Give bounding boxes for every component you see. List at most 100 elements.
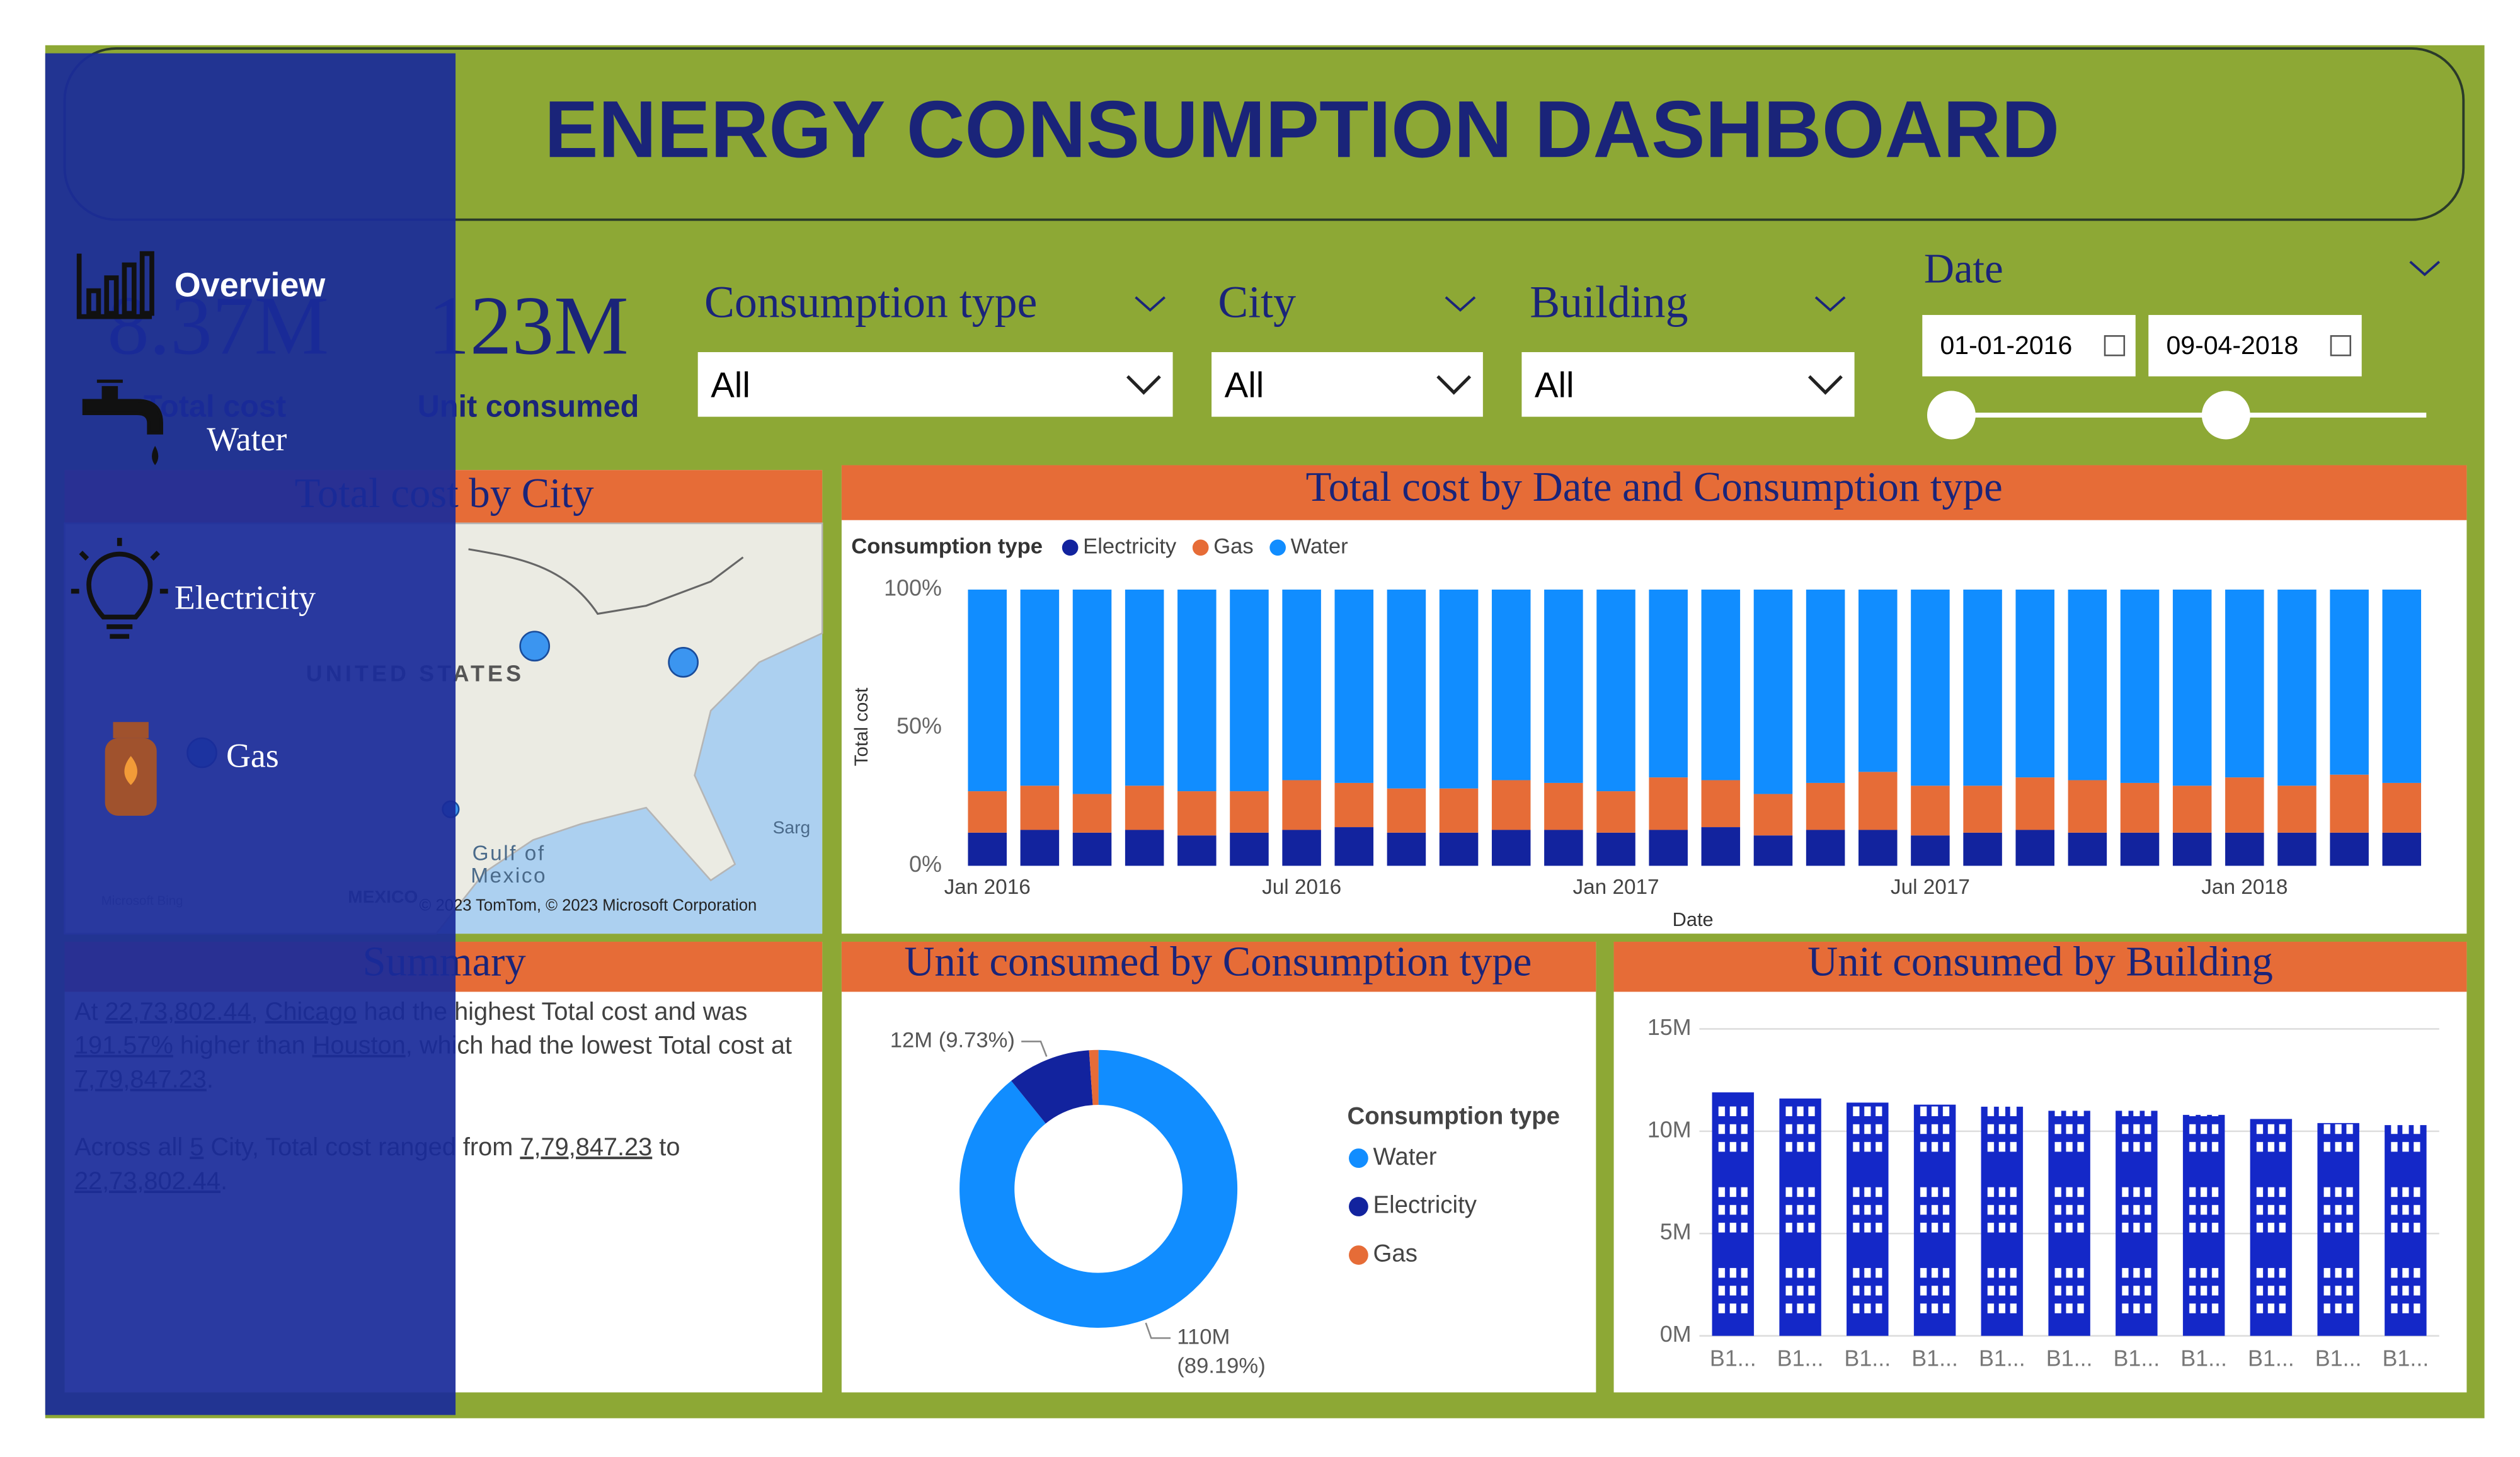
chevron[interactable] — [1814, 296, 1846, 312]
bar — [1981, 1106, 2024, 1336]
bar-segment — [1491, 780, 1531, 830]
bar-segment — [1858, 589, 1898, 772]
y-tick-label: 0% — [909, 852, 942, 877]
slider-handle[interactable] — [1927, 391, 1976, 440]
bar-segment — [1911, 835, 1950, 866]
bar-segment — [1230, 832, 1269, 866]
bar-segment — [1911, 786, 1950, 836]
chevron[interactable] — [1126, 375, 1161, 395]
bar-segment — [1806, 830, 1845, 866]
map-attribution: © 2023 TomTom, © 2023 Microsoft Corporat… — [419, 896, 757, 914]
dropdown-value[interactable]: All — [1225, 365, 1264, 404]
nav-panel: Overview Water Electricity Gas — [45, 53, 456, 1415]
date-end[interactable]: 09-04-2018 — [2166, 331, 2298, 360]
legend-label: Water — [1373, 1143, 1436, 1170]
bar-segment — [968, 791, 1007, 833]
filter-label: Date — [1924, 246, 2003, 292]
dropdown[interactable] — [697, 352, 1173, 417]
legend-title: Consumption type — [851, 534, 1043, 558]
map-bubble[interactable] — [519, 631, 551, 662]
chevron[interactable] — [1436, 375, 1472, 395]
dropdown[interactable] — [1521, 352, 1855, 417]
data-label-line: (89.19%) — [1177, 1354, 1265, 1378]
gas-icon — [105, 722, 157, 816]
bar-segment — [1125, 786, 1164, 830]
filter-label: Building — [1530, 277, 1688, 328]
bar — [2250, 1119, 2293, 1336]
slider-handle[interactable] — [2201, 391, 2250, 440]
calendar-icon[interactable] — [2104, 335, 2126, 357]
water-drop — [152, 445, 159, 466]
y-tick-label: 5M — [1660, 1220, 1692, 1245]
donut-slice — [1089, 1049, 1099, 1106]
bar-segment — [1020, 589, 1060, 786]
bar-segment — [1806, 589, 1845, 783]
donut-slice — [1011, 1050, 1093, 1124]
bar-segment — [1544, 589, 1583, 783]
bar-segment — [1911, 589, 1950, 786]
bar-segment — [1439, 832, 1479, 866]
bar-segment — [2330, 774, 2369, 833]
x-tick-label: Jan 2018 — [2201, 876, 2288, 899]
panel-header — [841, 941, 1596, 992]
date-input[interactable] — [1922, 315, 2136, 377]
y-axis-title: Total cost — [851, 688, 872, 766]
x-tick-label: Jan 2017 — [1572, 876, 1659, 899]
x-tick-label: B1... — [1911, 1346, 1958, 1371]
bar-segment — [1439, 589, 1479, 789]
dropdown[interactable] — [1211, 352, 1483, 417]
chevron[interactable] — [1807, 375, 1843, 395]
bar-segment — [1282, 780, 1321, 830]
bar — [2116, 1111, 2158, 1336]
dropdown-value[interactable]: All — [1535, 365, 1574, 404]
bar-segment — [1177, 791, 1217, 836]
chevron[interactable] — [1135, 296, 1166, 312]
donut-slice — [959, 1049, 1238, 1328]
nav-item[interactable]: Gas — [226, 737, 279, 775]
bar-segment — [2382, 782, 2422, 833]
date-start[interactable]: 01-01-2016 — [1940, 331, 2072, 360]
y-tick-label: 50% — [896, 714, 942, 739]
nav-item[interactable]: Overview — [175, 266, 326, 304]
electricity-icon — [71, 537, 168, 639]
dropdown-value[interactable]: All — [711, 365, 750, 404]
bar-segment — [1230, 589, 1269, 792]
chevron[interactable] — [1445, 296, 1476, 312]
bar — [2182, 1114, 2225, 1336]
data-label-line: 110M — [1177, 1325, 1230, 1349]
summary-link[interactable]: 7,79,847.23 — [520, 1133, 652, 1161]
bar-segment — [1701, 780, 1741, 828]
bar-segment — [1753, 835, 1793, 866]
y-tick-label: 10M — [1647, 1117, 1692, 1142]
bar-segment — [1177, 835, 1217, 866]
bar-segment — [1596, 832, 1635, 866]
bar-segment — [2068, 832, 2107, 866]
date-input[interactable] — [2148, 315, 2362, 377]
bar-segment — [1125, 589, 1164, 786]
bar-segment — [1387, 832, 1426, 866]
bar — [1847, 1102, 1889, 1336]
chevron[interactable] — [2409, 260, 2441, 277]
nav-background — [45, 53, 456, 1415]
chart-title: Unit consumed by Building — [1807, 939, 2273, 985]
y-tick-label: 100% — [884, 575, 942, 600]
chart-title: Total cost by Date and Consumption type — [1306, 464, 2003, 510]
filter-label: City — [1218, 277, 1296, 328]
nav-item[interactable]: Electricity — [175, 578, 316, 616]
bar-segment — [1282, 589, 1321, 780]
data-label: 12M (9.73%) — [890, 1028, 1015, 1052]
x-tick-label: B1... — [1777, 1346, 1824, 1371]
bar-segment — [2225, 589, 2264, 778]
map-bubble[interactable] — [668, 647, 699, 678]
bar-segment — [1177, 589, 1217, 792]
nav-item[interactable]: Water — [207, 420, 287, 458]
bar-segment — [1544, 830, 1583, 866]
bar-segment — [2172, 589, 2212, 786]
calendar-icon[interactable] — [2330, 335, 2352, 357]
chart-title: Unit consumed by Consumption type — [904, 939, 1532, 985]
legend-label: Electricity — [1373, 1192, 1477, 1219]
bar-segment — [1282, 830, 1321, 866]
bar-segment — [2172, 786, 2212, 833]
